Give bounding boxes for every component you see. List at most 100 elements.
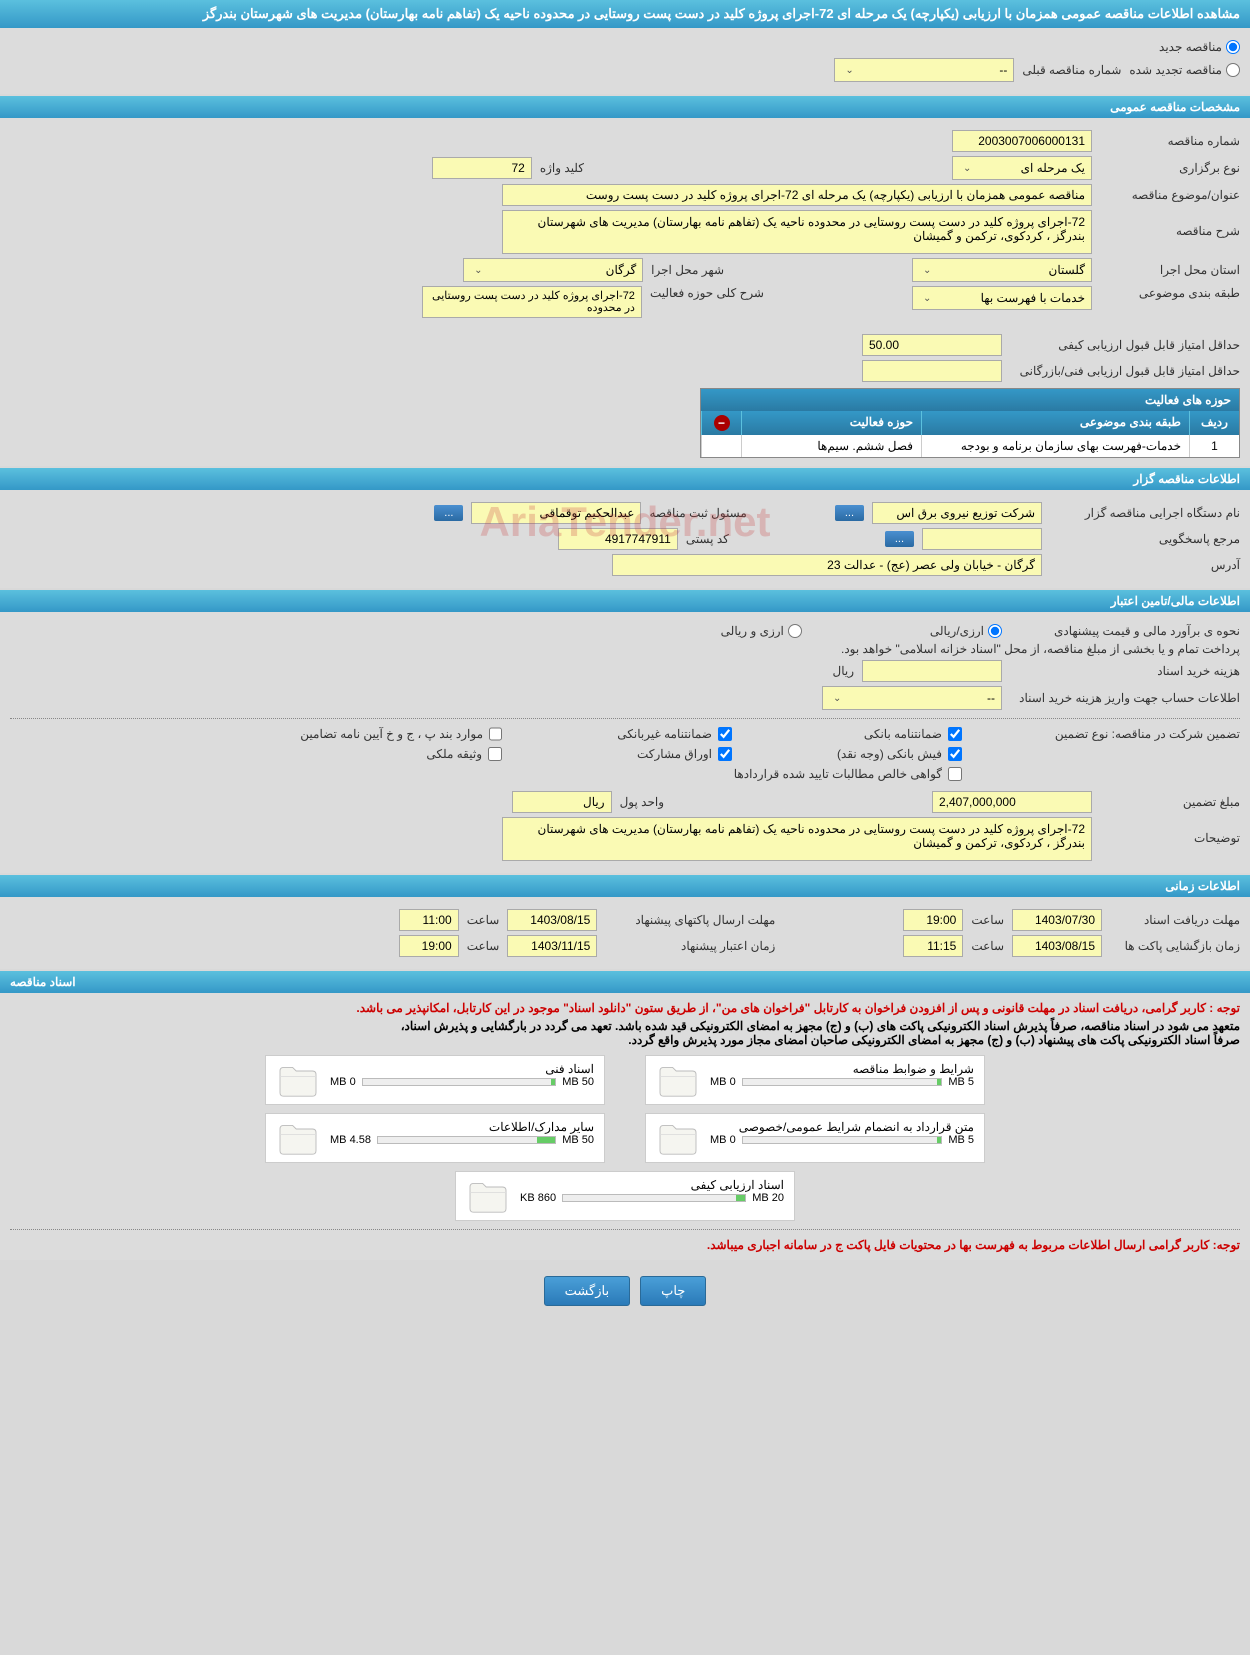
type-select[interactable]: یک مرحله ای ⌄ [952,156,1092,180]
contact-field [922,528,1042,550]
page-title: مشاهده اطلاعات مناقصه عمومی همزمان با ار… [203,6,1240,21]
time-label-1: ساعت [971,913,1004,927]
section-documents: اسناد مناقصه [0,971,1250,993]
amount-field: 2,407,000,000 [932,791,1092,813]
validity-label: زمان اعتبار پیشنهاد [605,939,775,953]
category-select[interactable]: خدمات با فهرست بها ⌄ [912,286,1092,310]
doc-note-1: توجه : کاربر گرامی، دریافت اسناد در مهلت… [10,1001,1240,1015]
cb-cash[interactable]: فیش بانکی (وجه نقد) [762,747,962,761]
type-label: نوع برگزاری [1100,161,1240,175]
chevron-down-icon: ⌄ [474,265,482,276]
cb-bonds[interactable]: اوراق مشارکت [532,747,732,761]
doc-title: اسناد فنی [330,1062,594,1076]
activity-table: حوزه های فعالیت ردیف طبقه بندی موضوعی حو… [700,388,1240,458]
doc-note-2a: متعهد می شود در اسناد مناقصه، صرفاً پذیر… [10,1019,1240,1033]
method-label: نحوه ی برآورد مالی و قیمت پیشنهادی [1010,624,1240,638]
responsible-label: مسئول ثبت مناقصه [649,506,746,520]
folder-icon[interactable] [656,1120,700,1156]
desc-label: شرح مناقصه [1100,210,1240,238]
doc-used: 0 MB [710,1076,736,1088]
back-button[interactable]: بازگشت [544,1276,630,1306]
cell-act: فصل ششم. سیم‌ها [741,435,921,457]
doc-used: 860 KB [520,1192,556,1204]
radio-new[interactable] [1226,40,1240,54]
page-title-bar: مشاهده اطلاعات مناقصه عمومی همزمان با ار… [0,0,1250,28]
doc-box: سایر مدارک/اطلاعات50 MB4.58 MB [265,1113,605,1163]
radio-new-label: مناقصه جدید [1159,40,1222,54]
keyword-label: کلید واژه [540,161,584,175]
doc-box: اسناد فنی50 MB 0 MB [265,1055,605,1105]
address-field: گرگان - خیابان ولی عصر (عج) - عدالت 23 [612,554,1042,576]
radio-new-tender[interactable]: مناقصه جدید [1159,40,1240,54]
city-label: شهر محل اجرا [651,263,724,277]
city-select[interactable]: گرگان ⌄ [463,258,643,282]
guarantee-checkboxes: ضمانتنامه بانکی ضمانتنامه غیربانکی موارد… [302,727,962,781]
button-row: چاپ بازگشت [0,1260,1250,1322]
cb-property[interactable]: وثیقه ملکی [302,747,502,761]
cb-receivables[interactable]: گواهی خالص مطالبات تایید شده قراردادها [532,767,962,781]
doc-total: 50 MB [562,1134,594,1146]
cb-regulation[interactable]: موارد بند پ ، ج و خ آیین نامه تضامین [302,727,502,741]
cb-nonbank[interactable]: ضمانتنامه غیربانکی [532,727,732,741]
chevron-down-icon: ⌄ [833,693,841,704]
postal-field: 4917747911 [558,528,678,550]
contact-more-button[interactable]: ... [885,531,914,547]
doc-box: متن قرارداد به انضمام شرایط عمومی/خصوصی5… [645,1113,985,1163]
time-label-3: ساعت [971,939,1004,953]
radio-renewed-label: مناقصه تجدید شده [1129,63,1222,77]
doc-total: 5 MB [948,1134,974,1146]
section-timing: اطلاعات زمانی [0,875,1250,897]
responsible-more-button[interactable]: ... [434,505,463,521]
radio-rial[interactable]: ارزی/ریالی [930,624,1002,638]
open-date: 1403/08/15 [1012,935,1102,957]
cell-idx: 1 [1189,435,1239,457]
amount-label: مبلغ تضمین [1100,795,1240,809]
financial-content: نحوه ی برآورد مالی و قیمت پیشنهادی ارزی/… [0,612,1250,873]
prev-number-select[interactable]: -- ⌄ [834,58,1014,82]
radio-both[interactable]: ارزی و ریالی [721,624,802,638]
number-label: شماره مناقصه [1100,134,1240,148]
postal-label: کد پستی [686,532,729,546]
doc-used: 0 MB [330,1076,356,1088]
notes-label: توضیحات [1100,817,1240,845]
address-label: آدرس [1050,558,1240,572]
open-time: 11:15 [903,935,963,957]
doc-total: 5 MB [948,1076,974,1088]
folder-icon[interactable] [276,1120,320,1156]
province-label: استان محل اجرا [1100,263,1240,277]
doc-used: 0 MB [710,1134,736,1146]
desc-field: 72-اجرای پروژه کلید در دست پست روستایی د… [502,210,1092,254]
min-tech-field [862,360,1002,382]
doc-total: 50 MB [562,1076,594,1088]
province-select[interactable]: گلستان ⌄ [912,258,1092,282]
folder-icon[interactable] [656,1062,700,1098]
folder-icon[interactable] [466,1178,510,1214]
responsible-field: عبدالحکیم توقماقی [471,502,641,524]
col-cat: طبقه بندی موضوعی [921,411,1189,435]
doc-title: متن قرارداد به انضمام شرایط عمومی/خصوصی [710,1120,974,1134]
radio-renewed[interactable] [1226,63,1240,77]
chevron-down-icon: ⌄ [923,293,931,304]
unit-label: واحد پول [620,795,664,809]
doc-cost-label: هزینه خرید اسناد [1010,664,1240,678]
account-select[interactable]: -- ⌄ [822,686,1002,710]
category-label: طبقه بندی موضوعی [1100,286,1240,300]
doc-deadline-date: 1403/07/30 [1012,909,1102,931]
print-button[interactable]: چاپ [640,1276,706,1306]
payment-note: پرداخت تمام و یا بخشی از مبلغ مناقصه، از… [841,642,1240,656]
doc-deadline-label: مهلت دریافت اسناد [1110,913,1240,927]
cb-bank[interactable]: ضمانتنامه بانکی [762,727,962,741]
unit-field: ریال [512,791,612,813]
separator [10,718,1240,719]
minus-icon[interactable]: − [714,415,730,431]
radio-renewed-tender[interactable]: مناقصه تجدید شده [1129,63,1240,77]
doc-box: اسناد ارزیابی کیفی20 MB860 KB [455,1171,795,1221]
documents-content: توجه : کاربر گرامی، دریافت اسناد در مهلت… [0,993,1250,1260]
validity-time: 19:00 [399,935,459,957]
doc-rows-container: شرایط و ضوابط مناقصه5 MB0 MBاسناد فنی50 … [10,1055,1240,1221]
activity-table-title: حوزه های فعالیت [701,389,1239,411]
folder-icon[interactable] [276,1062,320,1098]
scope-label: شرح کلی حوزه فعالیت [650,286,764,300]
envelope-label: مهلت ارسال پاکتهای پیشنهاد [605,913,775,927]
org-more-button[interactable]: ... [835,505,864,521]
